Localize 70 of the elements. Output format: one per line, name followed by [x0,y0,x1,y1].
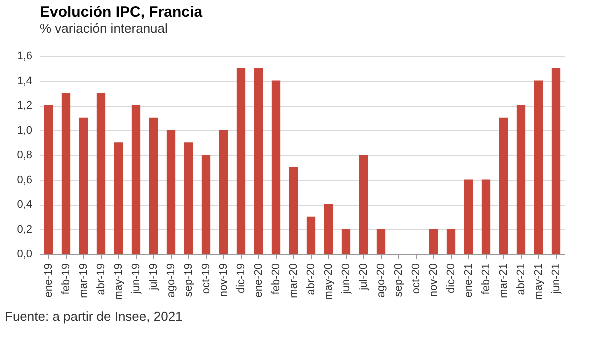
y-tick-label: 1,0 [17,124,32,137]
x-tick-label: abr-19 [95,264,108,296]
bar [62,93,71,254]
bar [202,155,211,254]
x-tick-label: ene-20 [252,264,265,298]
bar [114,142,124,254]
x-tick-label: sep-19 [182,264,195,298]
bar [272,80,281,254]
bar [499,118,508,254]
x-tick-label: ene-21 [462,264,475,298]
x-tick-label: ene-19 [42,264,55,298]
x-tick-label: ago-19 [165,264,178,298]
bar [306,216,316,254]
bar [534,80,544,254]
bar [184,142,194,254]
bar [464,180,474,254]
x-tick-label: feb-20 [270,264,282,295]
x-tick-label: ago-20 [375,264,388,298]
x-tick-label: jul-19 [148,264,160,292]
x-tick-label: may-20 [322,264,335,300]
x-tick-label: feb-21 [480,264,492,295]
bar [236,68,246,254]
x-tick-label: jun-19 [130,264,142,296]
x-tick-label: jun-20 [340,264,352,296]
y-tick-label: 1,6 [17,50,32,62]
bar [166,130,176,254]
y-tick-label: 0,0 [17,248,32,260]
bar [516,106,526,254]
x-tick-label: jun-21 [550,264,562,296]
bar [446,229,456,254]
source-note: Fuente: a partir de Insee, 2021 [5,309,183,324]
bar [552,68,561,254]
bar [324,204,334,254]
x-tick-label: dic-19 [235,264,248,294]
y-tick-label: 0,8 [17,150,32,162]
x-tick-label: oct-19 [200,264,212,294]
chart-title: Evolución IPC, Francia [40,4,204,21]
y-tick-label: 0,4 [17,199,32,211]
x-tick-label: mar-20 [288,264,300,298]
y-tick-label: 0,6 [17,174,32,186]
bar [219,130,228,254]
chart-subtitle: % variación interanual [40,21,168,36]
bar [79,118,88,254]
y-tick-label: 1,2 [17,100,32,112]
x-tick-label: oct-20 [410,264,422,294]
x-tick-label: sep-20 [392,264,405,298]
x-tick-label: may-21 [532,264,545,300]
x-tick-label: jul-20 [358,264,370,292]
bar [96,93,106,254]
bar [376,229,386,254]
x-tick-label: nov-19 [218,264,230,298]
bar [254,68,264,254]
bar [149,118,158,254]
y-tick-label: 1,4 [17,75,32,88]
bar [44,106,54,254]
x-tick-label: nov-20 [428,264,440,298]
x-tick-label: feb-19 [60,264,72,295]
y-tick-label: 0,2 [17,224,32,236]
bar [429,229,438,254]
x-tick-label: abr-20 [305,264,318,296]
x-tick-label: abr-21 [515,264,528,296]
bar [482,180,491,254]
x-tick-label: may-19 [112,264,125,300]
x-tick-label: mar-19 [78,264,90,298]
x-tick-label: mar-21 [498,264,510,298]
x-tick-label: dic-20 [445,264,458,294]
bar [132,106,141,254]
bar [359,155,368,254]
bar [342,229,351,254]
bar [289,167,298,254]
